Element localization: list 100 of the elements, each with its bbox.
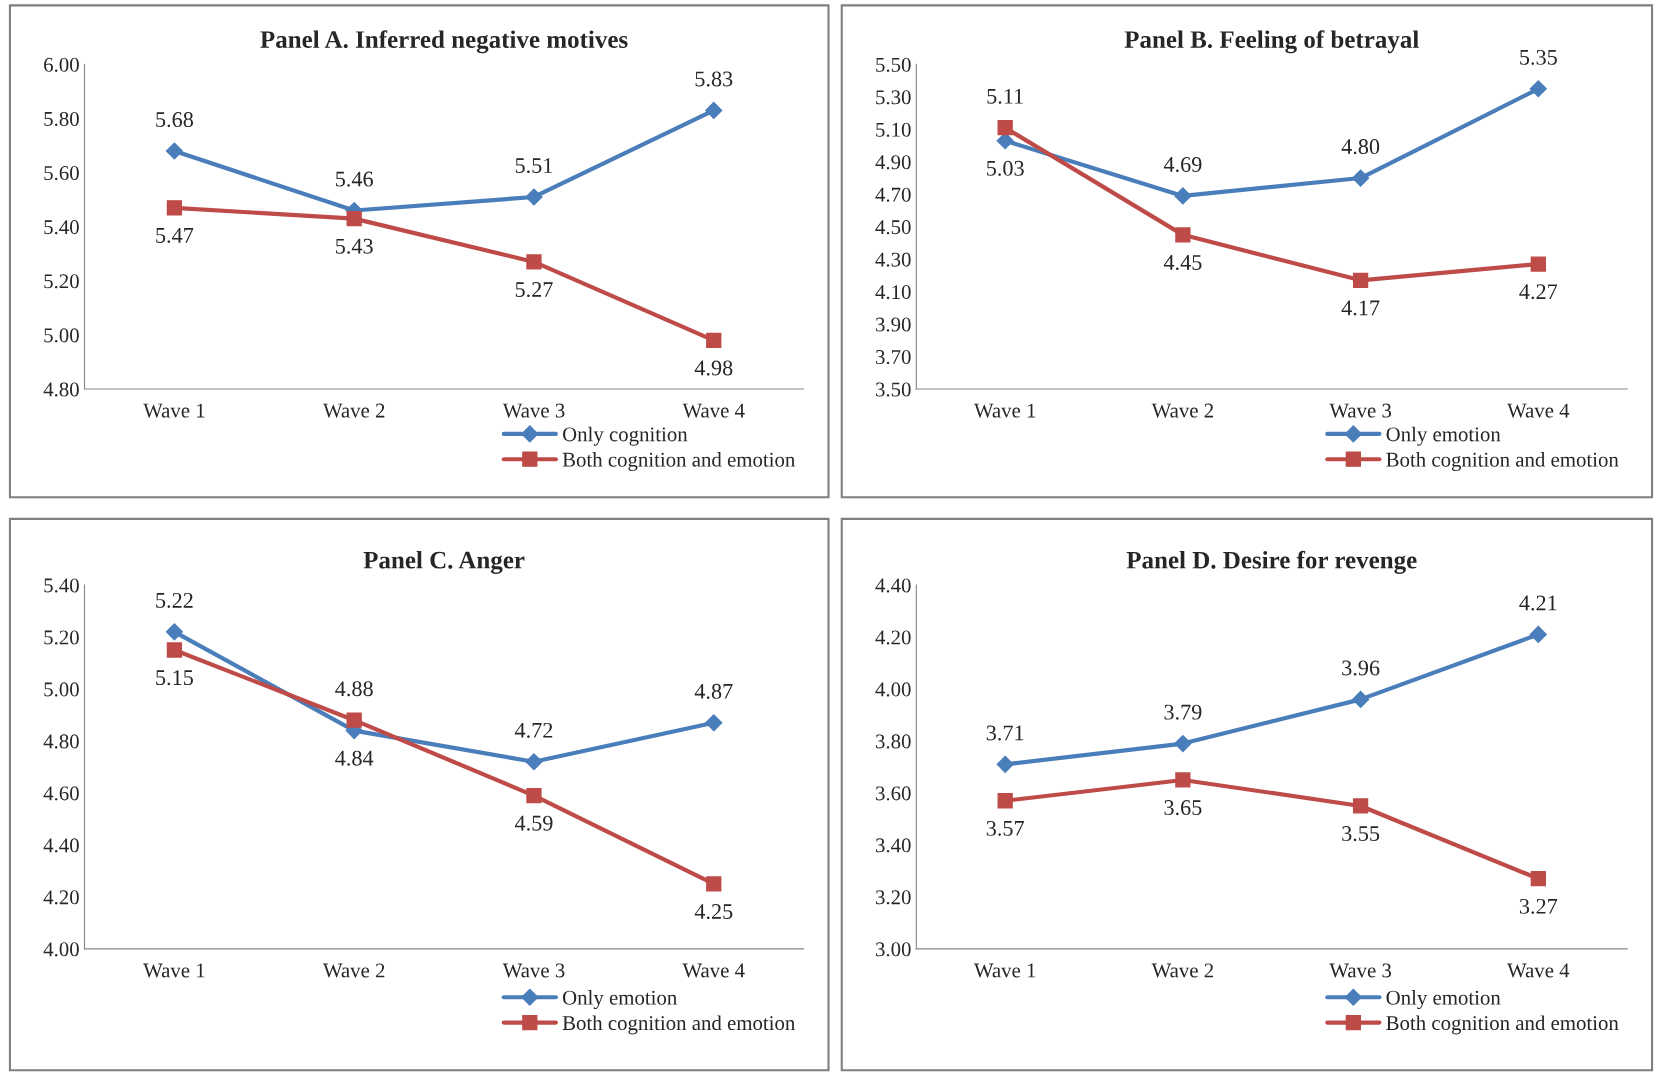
point <box>526 254 542 270</box>
point <box>1352 169 1370 187</box>
data-label: 3.71 <box>986 725 1024 741</box>
y-tick-label: 5.80 <box>44 111 79 127</box>
point <box>1175 772 1191 788</box>
data-label: 5.35 <box>1520 49 1557 65</box>
x-tick-label: Wave 4 <box>682 963 745 978</box>
chart-title: Panel A. Inferred negative motives <box>260 30 628 54</box>
point <box>1352 272 1369 288</box>
data-label: 3.79 <box>1164 704 1202 720</box>
legend-label: Only emotion <box>562 990 677 1010</box>
point <box>1174 735 1192 753</box>
x-tick-label: Wave 2 <box>322 963 385 978</box>
y-tick-label: 5.10 <box>876 122 911 137</box>
data-label: 5.47 <box>156 228 194 243</box>
y-tick-label: 4.20 <box>43 890 79 905</box>
y-tick-label: 4.20 <box>875 630 911 645</box>
data-label: 3.57 <box>986 820 1024 836</box>
x-tick-label: Wave 4 <box>1507 963 1570 978</box>
y-tick-label: 5.20 <box>44 274 79 289</box>
data-label: 4.17 <box>1341 300 1380 316</box>
data-label: 3.27 <box>1519 898 1558 914</box>
chart-title: Panel C. Anger <box>363 551 525 574</box>
point <box>997 793 1013 809</box>
x-tick-label: Wave 1 <box>973 963 1036 978</box>
point <box>1175 227 1191 243</box>
legend-label: Only cognition <box>562 426 688 446</box>
point <box>1529 625 1547 643</box>
legend-label: Both cognition and emotion <box>1386 452 1619 472</box>
point <box>346 712 362 728</box>
data-label: 5.43 <box>336 238 373 254</box>
y-tick-label: 4.70 <box>875 187 911 202</box>
data-label: 5.68 <box>156 112 193 128</box>
x-tick-label: Wave 4 <box>1507 403 1570 418</box>
y-tick-label: 4.40 <box>875 578 911 593</box>
y-tick-label: 4.90 <box>875 155 911 170</box>
y-tick-label: 4.40 <box>43 838 79 853</box>
data-label: 5.27 <box>515 282 553 298</box>
point <box>346 210 362 227</box>
point <box>705 714 723 732</box>
data-label: 4.27 <box>1519 284 1558 300</box>
point <box>1174 187 1192 205</box>
y-tick-label: 5.30 <box>876 90 911 105</box>
data-label: 5.46 <box>336 171 373 187</box>
data-label: 5.22 <box>156 592 193 608</box>
data-label: 4.69 <box>1163 157 1202 173</box>
data-label: 4.21 <box>1519 595 1557 611</box>
data-label: 4.59 <box>514 815 553 831</box>
y-tick-label: 5.60 <box>44 166 79 181</box>
data-label: 4.88 <box>335 681 373 697</box>
y-tick-label: 5.00 <box>44 682 79 697</box>
y-tick-label: 4.10 <box>875 285 911 300</box>
legend-label: Both cognition and emotion <box>1386 1015 1619 1035</box>
legend-label: Both cognition and emotion <box>562 452 795 472</box>
x-tick-label: Wave 3 <box>502 963 565 978</box>
y-tick-label: 4.80 <box>43 734 79 749</box>
data-label: 5.83 <box>695 71 733 87</box>
y-tick-label: 3.80 <box>876 734 911 749</box>
data-label: 5.51 <box>515 158 553 174</box>
chart-title: Panel B. Feeling of betrayal <box>1124 30 1419 54</box>
y-tick-label: 3.90 <box>876 317 911 332</box>
y-tick-label: 6.00 <box>44 57 79 72</box>
data-label: 4.84 <box>335 750 374 766</box>
point <box>1530 256 1546 272</box>
y-tick-label: 5.50 <box>876 57 911 72</box>
point <box>705 101 723 119</box>
data-label: 4.72 <box>514 722 553 738</box>
point <box>166 200 183 216</box>
y-tick-label: 5.20 <box>44 630 79 645</box>
x-tick-label: Wave 1 <box>973 403 1036 418</box>
point <box>996 755 1014 773</box>
y-tick-label: 3.60 <box>876 786 911 801</box>
point <box>526 787 542 804</box>
point <box>1530 871 1546 887</box>
data-label: 5.11 <box>987 88 1023 104</box>
x-tick-label: Wave 1 <box>143 963 205 978</box>
x-tick-label: Wave 2 <box>322 403 385 418</box>
y-tick-label: 5.40 <box>44 220 79 235</box>
x-tick-label: Wave 4 <box>682 403 745 418</box>
data-label: 3.55 <box>1342 826 1380 842</box>
y-tick-label: 4.30 <box>875 252 911 267</box>
y-tick-label: 3.20 <box>876 890 911 905</box>
y-tick-label: 3.00 <box>876 942 911 957</box>
legend-label: Both cognition and emotion <box>562 1015 795 1035</box>
data-label: 3.65 <box>1164 800 1202 816</box>
point <box>706 876 722 892</box>
data-label: 5.03 <box>987 160 1024 176</box>
point <box>1352 798 1369 814</box>
point <box>525 753 543 771</box>
y-tick-label: 5.40 <box>44 578 79 593</box>
data-label: 4.80 <box>1341 139 1380 155</box>
y-tick-label: 4.80 <box>43 382 79 397</box>
data-label: 4.87 <box>694 683 733 699</box>
point <box>1529 80 1547 98</box>
y-tick-label: 4.00 <box>875 682 911 697</box>
legend-label: Only emotion <box>1386 426 1501 446</box>
y-tick-label: 4.50 <box>875 220 911 235</box>
point <box>997 120 1013 136</box>
y-tick-label: 5.00 <box>44 328 79 343</box>
y-tick-label: 4.00 <box>43 942 79 957</box>
